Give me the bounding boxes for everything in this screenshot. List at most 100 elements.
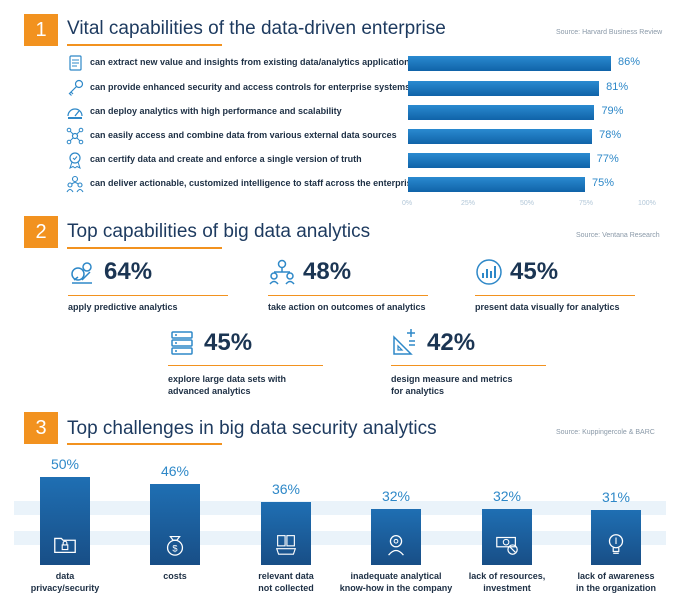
ruler-icon — [393, 329, 415, 355]
capability-label-line: explore large data sets with — [168, 374, 287, 384]
challenge-bar — [591, 510, 641, 565]
challenge-bar — [371, 508, 421, 565]
capability-divider — [68, 295, 228, 296]
money-icon: $ — [166, 535, 184, 556]
capability-bar — [408, 81, 600, 96]
x-tick-label: 50% — [520, 200, 535, 207]
section-3-title: Top challenges in big data security anal… — [67, 418, 437, 439]
challenge-label-line: privacy/security — [30, 583, 100, 593]
capability-label-line: design measure and metrics — [391, 374, 513, 384]
capability-bar — [408, 129, 593, 144]
capability-row: can easily access and combine data from … — [62, 125, 662, 147]
capability-label: can certify data and create and enforce … — [90, 154, 362, 164]
capability-bar — [408, 153, 590, 168]
capability-divider — [475, 295, 635, 296]
challenge-label-line: costs — [163, 571, 187, 581]
capability-label: can deploy analytics with high performan… — [90, 106, 342, 116]
capability-row: can deliver actionable, customized intel… — [62, 173, 662, 195]
challenge-label-line: investment — [483, 583, 531, 593]
background-band — [14, 531, 666, 545]
capability-value: 86% — [617, 56, 640, 68]
challenge-label: costs — [115, 570, 235, 582]
capability-label: can deliver actionable, customized intel… — [90, 178, 417, 188]
capability-divider — [168, 365, 323, 366]
svg-text:$: $ — [172, 543, 177, 553]
section-1-number: 1 — [24, 14, 58, 46]
x-tick-label: 0% — [402, 200, 413, 207]
section-3-underline — [67, 443, 222, 445]
capability-value: 79% — [601, 105, 624, 117]
section-2-source: Source: Ventana Research — [576, 232, 660, 239]
bulb-icon — [608, 534, 624, 554]
challenge-value: 46% — [160, 463, 190, 480]
capability-value: 75% — [592, 177, 615, 189]
capability-label: can provide enhanced security and access… — [90, 82, 411, 92]
document-icon — [69, 55, 82, 71]
capability-label: present data visually for analytics — [475, 302, 620, 312]
capability-label: take action on outcomes of analytics — [268, 302, 426, 312]
network-icon — [66, 127, 84, 145]
challenge-label: relevant data not collected — [226, 570, 346, 594]
capability-percent: 48% — [303, 258, 352, 285]
challenge-label-line: relevant data — [258, 571, 314, 581]
challenge-value: 32% — [492, 487, 522, 504]
files-icon — [275, 535, 297, 555]
capability-value: 78% — [599, 129, 622, 141]
section-1-title: Vital capabilities of the data-driven en… — [67, 18, 446, 39]
capability-row: can certify data and create and enforce … — [62, 149, 662, 171]
challenge-value: 31% — [601, 489, 631, 506]
capability-percent: 45% — [204, 329, 253, 356]
chart-icon — [476, 259, 502, 285]
capability-label-line: for analytics — [391, 386, 445, 396]
challenge-label-line: not collected — [258, 583, 314, 593]
challenge-label: data privacy/security — [5, 570, 125, 594]
challenge-bar: $ — [150, 484, 200, 565]
people-icon — [66, 175, 84, 193]
capability-label: explore large data sets with advanced an… — [168, 373, 286, 397]
capability-row: can deploy analytics with high performan… — [62, 101, 662, 123]
database-icon — [171, 331, 193, 355]
challenge-value: 50% — [50, 456, 80, 472]
challenge-value: 36% — [271, 480, 301, 497]
capability-label-line: advanced analytics — [168, 386, 251, 396]
challenge-label: inadequate analytical know-how in the com… — [336, 570, 456, 594]
challenge-label: lack of resources, investment — [447, 570, 567, 594]
capability-label: design measure and metrics for analytics — [391, 373, 513, 397]
challenge-label-line: data — [55, 571, 75, 581]
section-3-source: Source: Kuppingercole & BARC — [556, 429, 655, 436]
background-band — [14, 501, 666, 515]
challenge-label-line: lack of awareness — [577, 571, 655, 581]
section-2-underline — [67, 247, 222, 249]
capability-label: can easily access and combine data from … — [90, 130, 397, 140]
capability-divider — [268, 295, 428, 296]
capability-percent: 64% — [104, 258, 153, 285]
capability-percent: 42% — [427, 329, 476, 356]
capability-divider — [391, 365, 546, 366]
challenge-label-line: know-how in the company — [339, 583, 453, 593]
challenge-bar — [261, 501, 311, 565]
section-2-number: 2 — [24, 216, 58, 248]
challenge-label: lack of awareness in the organization — [556, 570, 676, 594]
challenge-bar — [40, 477, 90, 565]
challenge-bar — [482, 508, 532, 565]
capability-value: 77% — [596, 153, 619, 165]
x-tick-label: 25% — [461, 200, 476, 207]
section-2-title: Top capabilities of big data analytics — [67, 221, 371, 242]
thinker-icon — [388, 534, 404, 556]
cash-icon — [496, 536, 518, 555]
capability-percent: 45% — [510, 258, 559, 285]
challenge-label-line: inadequate analytical — [350, 571, 442, 581]
challenge-label-line: lack of resources, — [468, 571, 546, 581]
key-icon — [68, 79, 84, 96]
predictive-icon — [71, 262, 92, 284]
certificate-icon — [69, 152, 81, 169]
capability-label: apply predictive analytics — [68, 302, 178, 312]
section-3-number: 3 — [24, 412, 58, 444]
capability-bar — [408, 177, 585, 192]
team-icon — [269, 259, 295, 285]
x-tick-label: 100% — [638, 200, 656, 207]
section-1-source: Source: Harvard Business Review — [556, 29, 663, 36]
capability-row: can extract new value and insights from … — [62, 52, 662, 74]
capability-label: can extract new value and insights from … — [90, 57, 415, 67]
capability-row: can provide enhanced security and access… — [62, 77, 662, 99]
